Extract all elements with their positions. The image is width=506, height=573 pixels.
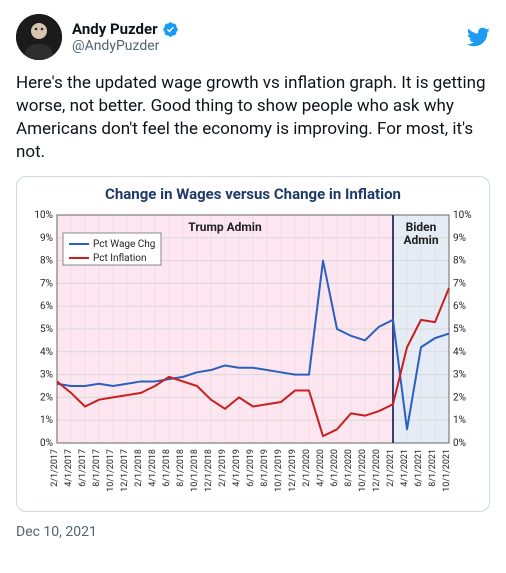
svg-text:6%: 6%: [40, 301, 53, 312]
svg-text:Trump Admin: Trump Admin: [188, 220, 262, 234]
tweet-header: Andy Puzder @AndyPuzder: [16, 14, 490, 60]
timestamp[interactable]: Dec 10, 2021: [16, 524, 490, 540]
svg-text:5%: 5%: [40, 324, 53, 335]
svg-text:6/1/2018: 6/1/2018: [162, 449, 172, 487]
twitter-icon[interactable]: [466, 25, 490, 49]
chart: 0% 0% 1% 1% 2% 2% 3% 3% 4% 4% 5% 5% 6% 6% 7% 7% 8% 8% 9% 9%…: [23, 205, 483, 505]
author-block[interactable]: Andy Puzder @AndyPuzder: [16, 14, 179, 60]
svg-text:10/1/2018: 10/1/2018: [190, 449, 200, 492]
svg-text:6/1/2019: 6/1/2019: [246, 449, 256, 487]
svg-text:6%: 6%: [453, 301, 466, 312]
avatar-image: [16, 14, 62, 60]
svg-text:2%: 2%: [453, 392, 466, 403]
svg-text:8/1/2020: 8/1/2020: [344, 449, 354, 487]
author-names: Andy Puzder @AndyPuzder: [72, 20, 179, 54]
svg-text:7%: 7%: [40, 278, 53, 289]
svg-text:8/1/2021: 8/1/2021: [428, 449, 438, 487]
svg-text:4%: 4%: [453, 347, 466, 358]
svg-text:10/1/2017: 10/1/2017: [106, 449, 116, 492]
svg-text:10/1/2020: 10/1/2020: [358, 449, 368, 492]
tweet-text: Here's the updated wage growth vs inflat…: [16, 72, 490, 164]
chart-container: Change in Wages versus Change in Inflati…: [16, 176, 490, 512]
svg-text:8/1/2017: 8/1/2017: [92, 449, 102, 487]
svg-text:Pct Inflation: Pct Inflation: [93, 252, 147, 264]
svg-text:6/1/2020: 6/1/2020: [330, 449, 340, 487]
svg-text:1%: 1%: [40, 415, 53, 426]
chart-title: Change in Wages versus Change in Inflati…: [23, 185, 483, 203]
svg-text:4/1/2019: 4/1/2019: [232, 449, 242, 487]
svg-text:10%: 10%: [453, 210, 472, 221]
avatar[interactable]: [16, 14, 62, 60]
handle: @AndyPuzder: [72, 38, 179, 54]
svg-text:3%: 3%: [453, 369, 466, 380]
svg-text:2/1/2017: 2/1/2017: [50, 449, 60, 487]
svg-text:2/1/2021: 2/1/2021: [386, 449, 396, 487]
svg-text:5%: 5%: [453, 324, 466, 335]
svg-text:4/1/2021: 4/1/2021: [400, 449, 410, 487]
svg-text:3%: 3%: [40, 369, 53, 380]
svg-text:Pct Wage Chg: Pct Wage Chg: [93, 239, 155, 250]
svg-text:9%: 9%: [40, 233, 53, 244]
svg-text:1%: 1%: [453, 415, 466, 426]
svg-text:0%: 0%: [453, 438, 466, 449]
svg-text:0%: 0%: [40, 438, 53, 449]
svg-text:8/1/2019: 8/1/2019: [260, 449, 270, 487]
svg-text:4/1/2018: 4/1/2018: [148, 449, 158, 487]
svg-text:7%: 7%: [453, 278, 466, 289]
svg-text:8/1/2018: 8/1/2018: [176, 449, 186, 487]
svg-text:2%: 2%: [40, 392, 53, 403]
svg-text:10%: 10%: [34, 210, 53, 221]
svg-text:2/1/2019: 2/1/2019: [218, 449, 228, 487]
svg-text:9%: 9%: [453, 233, 466, 244]
svg-text:6/1/2021: 6/1/2021: [414, 449, 424, 487]
svg-text:10/1/2021: 10/1/2021: [442, 449, 452, 492]
svg-text:2/1/2020: 2/1/2020: [302, 449, 312, 487]
svg-text:10/1/2019: 10/1/2019: [274, 449, 284, 492]
svg-text:4/1/2020: 4/1/2020: [316, 449, 326, 487]
svg-text:8%: 8%: [453, 255, 466, 266]
verified-icon: [162, 21, 179, 38]
svg-text:6/1/2017: 6/1/2017: [78, 449, 88, 487]
svg-text:4%: 4%: [40, 347, 53, 358]
svg-text:8%: 8%: [40, 255, 53, 266]
svg-text:2/1/2018: 2/1/2018: [134, 449, 144, 487]
svg-text:4/1/2017: 4/1/2017: [64, 449, 74, 487]
svg-text:12/1/2018: 12/1/2018: [204, 449, 214, 492]
svg-text:BidenAdmin: BidenAdmin: [403, 220, 438, 247]
svg-text:12/1/2020: 12/1/2020: [372, 449, 382, 492]
svg-text:12/1/2019: 12/1/2019: [288, 449, 298, 492]
display-name: Andy Puzder: [72, 20, 158, 38]
svg-text:12/1/2017: 12/1/2017: [120, 449, 130, 492]
